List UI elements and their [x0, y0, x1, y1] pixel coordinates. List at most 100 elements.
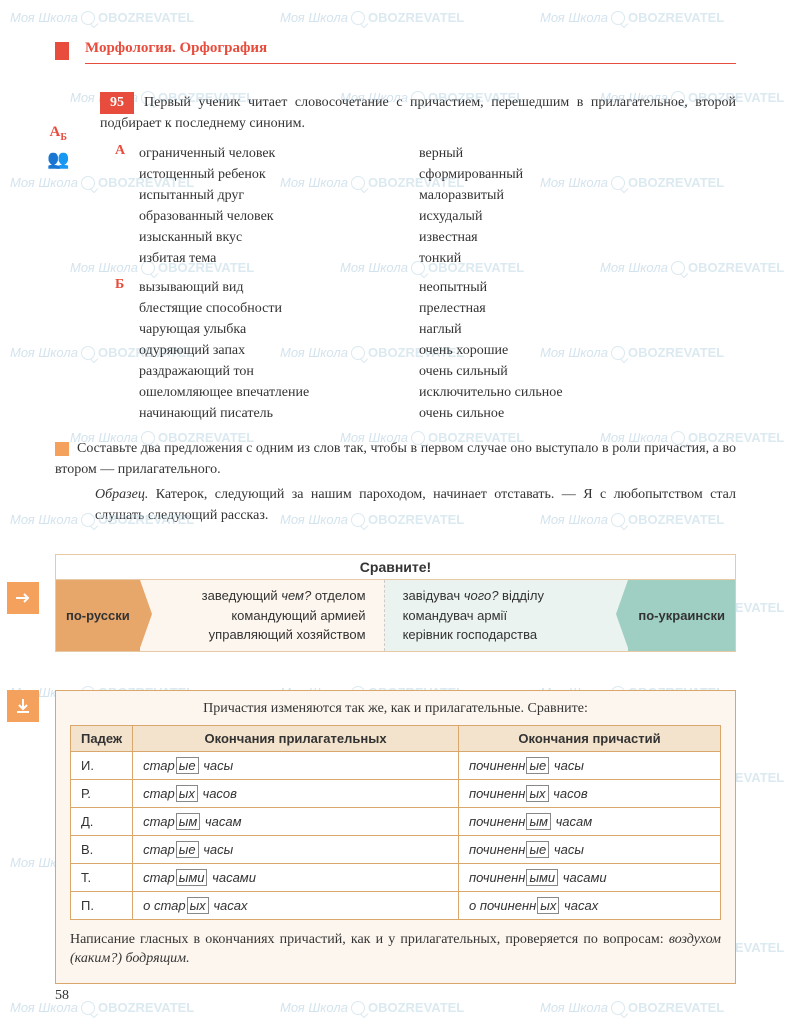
list-item: малоразвитый [419, 185, 736, 206]
compare-row: управляющий хозяйством [158, 625, 366, 645]
table-row: П.о старых часахо починенных часах [71, 891, 721, 919]
part-cell: починенных часов [459, 779, 721, 807]
compare-row: завідувач чого? відділу [403, 586, 611, 606]
page-number: 58 [55, 988, 69, 1004]
pair-work-icon: 👥 [47, 149, 69, 170]
adj-cell: старым часам [133, 807, 459, 835]
compare-ru-col: заведующий чем? отделомкомандующий армие… [140, 580, 385, 651]
section-b-right-col: неопытныйпрелестнаянаглыйочень хорошиеоч… [419, 277, 736, 424]
list-item: исхудалый [419, 206, 736, 227]
chapter-title: Морфология. Орфография [85, 40, 736, 64]
table-side-icon [7, 690, 39, 722]
list-item: истощенный ребенок [139, 164, 419, 185]
list-item: сформированный [419, 164, 736, 185]
list-item: образованный человек [139, 206, 419, 227]
exercise-icons: АБ 👥 [47, 124, 69, 170]
list-item: исключительно сильное [419, 382, 736, 403]
endings-table-block: Причастия изменяются так же, как и прила… [55, 690, 736, 984]
task-2: Составьте два предложения с одним из сло… [55, 438, 736, 480]
list-item: очень хорошие [419, 340, 736, 361]
example-text: Катерок, следующий за нашим пароходом, н… [95, 487, 736, 523]
part-cell: починенным часам [459, 807, 721, 835]
exercise-number: 95 [100, 92, 134, 114]
list-item: избитая тема [139, 248, 419, 269]
exercise-block: АБ 👥 95Первый ученик читает словосочетан… [55, 92, 736, 424]
task-2-text: Составьте два предложения с одним из сло… [55, 441, 736, 477]
part-cell: о починенных часах [459, 891, 721, 919]
section-b-left-col: вызывающий видблестящие способностичарую… [139, 277, 419, 424]
case-cell: И. [71, 751, 133, 779]
table-row: И.старые часыпочиненные часы [71, 751, 721, 779]
list-item: чарующая улыбка [139, 319, 419, 340]
case-cell: Д. [71, 807, 133, 835]
list-item: тонкий [419, 248, 736, 269]
adj-cell: старые часы [133, 751, 459, 779]
case-cell: П. [71, 891, 133, 919]
endings-table: ПадежОкончания прилагательныхОкончания п… [70, 725, 721, 920]
part-cell: починенные часы [459, 751, 721, 779]
compare-row: заведующий чем? отделом [158, 586, 366, 606]
list-item: вызывающий вид [139, 277, 419, 298]
compare-row: командувач армії [403, 606, 611, 626]
compare-uk-col: завідувач чого? відділукомандувач арміїк… [385, 580, 629, 651]
section-b: Б вызывающий видблестящие способностичар… [115, 277, 736, 424]
watermark: Моя Школа OBOZREVATEL [10, 1000, 194, 1015]
section-b-label: Б [115, 277, 139, 424]
section-a-label: А [115, 143, 139, 269]
list-item: ошеломляющее впечатление [139, 382, 419, 403]
list-item: известная [419, 227, 736, 248]
exercise-intro: 95Первый ученик читает словосочетание с … [100, 92, 736, 133]
table-note-1: Написание гласных в окончаниях причастий… [70, 932, 669, 947]
list-item: прелестная [419, 298, 736, 319]
list-item: одуряющий запах [139, 340, 419, 361]
compare-row: командующий армией [158, 606, 366, 626]
exercise-intro-text: Первый ученик читает словосочетание с пр… [100, 95, 736, 131]
adj-cell: старыми часами [133, 863, 459, 891]
header-accent [55, 42, 69, 60]
watermark: Моя Школа OBOZREVATEL [280, 10, 464, 25]
list-item: очень сильное [419, 403, 736, 424]
compare-left-tag: по-русски [56, 580, 140, 651]
list-item: очень сильный [419, 361, 736, 382]
case-cell: Р. [71, 779, 133, 807]
table-row: Р.старых часовпочиненных часов [71, 779, 721, 807]
list-item: блестящие способности [139, 298, 419, 319]
compare-block: Сравните! по-русски заведующий чем? отде… [55, 554, 736, 652]
table-header: Окончания причастий [459, 725, 721, 751]
list-item: начинающий писатель [139, 403, 419, 424]
list-item: испытанный друг [139, 185, 419, 206]
adj-cell: старые часы [133, 835, 459, 863]
case-cell: В. [71, 835, 133, 863]
table-row: Д.старым часампочиненным часам [71, 807, 721, 835]
list-item: раздражающий тон [139, 361, 419, 382]
part-cell: починенные часы [459, 835, 721, 863]
compare-title: Сравните! [56, 555, 735, 580]
case-cell: Т. [71, 863, 133, 891]
table-note: Написание гласных в окончаниях причастий… [70, 930, 721, 969]
watermark: Моя Школа OBOZREVATEL [280, 1000, 464, 1015]
table-row: В.старые часыпочиненные часы [71, 835, 721, 863]
list-item: наглый [419, 319, 736, 340]
list-item: неопытный [419, 277, 736, 298]
example-block: Образец. Катерок, следующий за нашим пар… [95, 484, 736, 526]
list-item: ограниченный человек [139, 143, 419, 164]
watermark: Моя Школа OBOZREVATEL [540, 1000, 724, 1015]
adj-cell: старых часов [133, 779, 459, 807]
section-a-left-col: ограниченный человекистощенный ребенокис… [139, 143, 419, 269]
table-header: Падеж [71, 725, 133, 751]
compare-right-tag: по-украински [628, 580, 735, 651]
bullet-icon [55, 442, 69, 456]
watermark: Моя Школа OBOZREVATEL [10, 10, 194, 25]
table-caption: Причастия изменяются так же, как и прила… [70, 701, 721, 717]
table-row: Т.старыми часамипочиненными часами [71, 863, 721, 891]
adj-cell: о старых часах [133, 891, 459, 919]
list-item: верный [419, 143, 736, 164]
section-a-right-col: верныйсформированныймалоразвитыйисхудалы… [419, 143, 736, 269]
section-a: А ограниченный человекистощенный ребенок… [115, 143, 736, 269]
az-icon: АБ [49, 124, 66, 143]
watermark: Моя Школа OBOZREVATEL [540, 10, 724, 25]
compare-side-icon [7, 582, 39, 614]
list-item: изысканный вкус [139, 227, 419, 248]
example-label: Образец. [95, 487, 148, 502]
part-cell: починенными часами [459, 863, 721, 891]
